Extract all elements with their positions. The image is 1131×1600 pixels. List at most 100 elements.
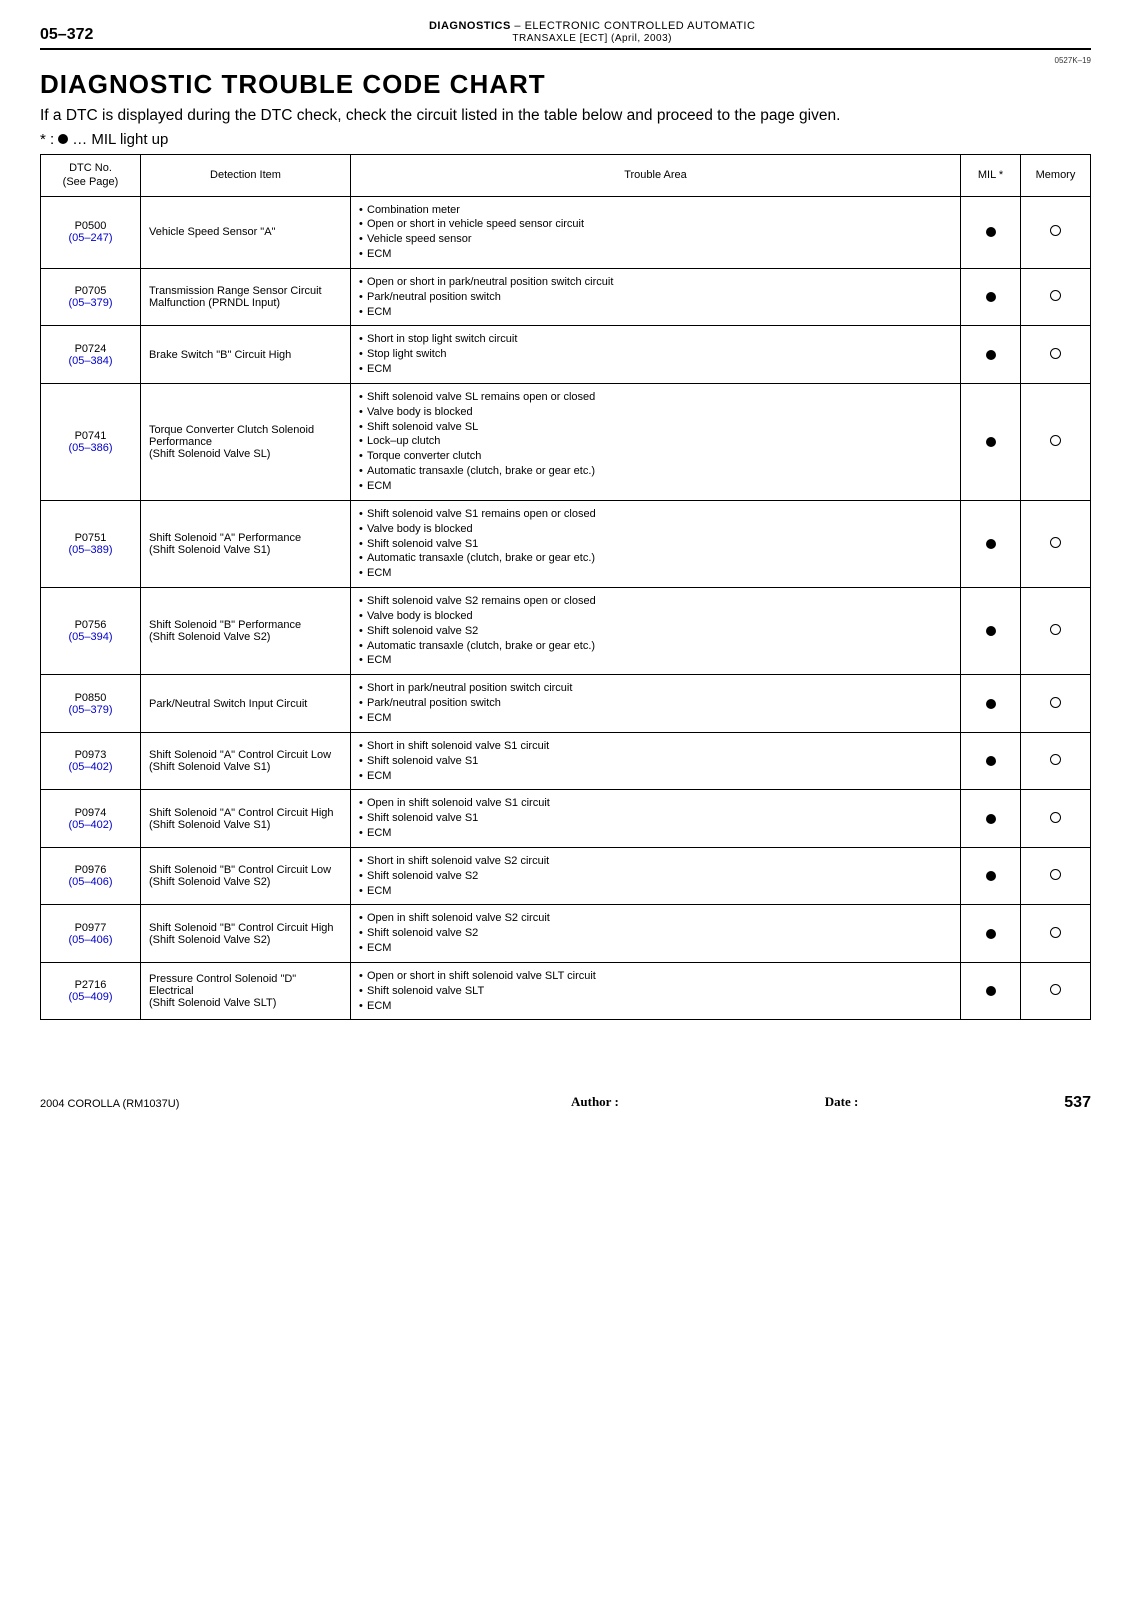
dtc-cell: P0724(05–384) xyxy=(41,326,141,384)
col-dtc: DTC No. (See Page) xyxy=(41,154,141,196)
col-dtc-label: DTC No. (See Page) xyxy=(63,162,119,188)
mil-cell xyxy=(961,905,1021,963)
detection-cell: Vehicle Speed Sensor "A" xyxy=(141,196,351,268)
trouble-cell: Short in park/neutral position switch ci… xyxy=(351,675,961,733)
trouble-item: ECM xyxy=(359,479,952,494)
detection-cell: Shift Solenoid "A" Control Circuit High … xyxy=(141,790,351,848)
page: 05–372 DIAGNOSTICS – ELECTRONIC CONTROLL… xyxy=(0,0,1131,1140)
trouble-item: Park/neutral position switch xyxy=(359,290,952,305)
ring-icon xyxy=(1050,984,1061,995)
ring-icon xyxy=(1050,225,1061,236)
dtc-cell: P0751(05–389) xyxy=(41,500,141,587)
dtc-page-link[interactable]: (05–402) xyxy=(49,761,132,773)
table-row: P0977(05–406)Shift Solenoid "B" Control … xyxy=(41,905,1091,963)
filled-dot-icon xyxy=(986,227,996,237)
dtc-page-link[interactable]: (05–384) xyxy=(49,355,132,367)
detection-cell: Shift Solenoid "A" Performance (Shift So… xyxy=(141,500,351,587)
trouble-item: Park/neutral position switch xyxy=(359,696,952,711)
detection-cell: Brake Switch "B" Circuit High xyxy=(141,326,351,384)
dtc-cell: P0976(05–406) xyxy=(41,847,141,905)
mil-cell xyxy=(961,588,1021,675)
ring-icon xyxy=(1050,754,1061,765)
col-trouble: Trouble Area xyxy=(351,154,961,196)
legend-prefix: * : xyxy=(40,131,54,148)
trouble-item: Shift solenoid valve S2 xyxy=(359,869,952,884)
table-row: P0751(05–389)Shift Solenoid "A" Performa… xyxy=(41,500,1091,587)
header-subject-2: TRANSAXLE [ECT] (April, 2003) xyxy=(512,33,672,44)
intro-text: If a DTC is displayed during the DTC che… xyxy=(40,106,1091,127)
memory-cell xyxy=(1021,268,1091,326)
page-number: 537 xyxy=(1064,1094,1091,1112)
ring-icon xyxy=(1050,537,1061,548)
dtc-page-link[interactable]: (05–394) xyxy=(49,631,132,643)
trouble-item: Torque converter clutch xyxy=(359,449,952,464)
trouble-item: Shift solenoid valve SL xyxy=(359,420,952,435)
trouble-item: Automatic transaxle (clutch, brake or ge… xyxy=(359,464,952,479)
dtc-page-link[interactable]: (05–389) xyxy=(49,544,132,556)
dtc-code: P0756 xyxy=(49,619,132,631)
filled-dot-icon xyxy=(986,292,996,302)
mil-cell xyxy=(961,675,1021,733)
detection-cell: Torque Converter Clutch Solenoid Perform… xyxy=(141,383,351,500)
detection-cell: Shift Solenoid "A" Control Circuit Low (… xyxy=(141,732,351,790)
filled-dot-icon xyxy=(986,814,996,824)
trouble-item: Shift solenoid valve S1 remains open or … xyxy=(359,507,952,522)
detection-cell: Park/Neutral Switch Input Circuit xyxy=(141,675,351,733)
dtc-cell: P0705(05–379) xyxy=(41,268,141,326)
date-label: Date : xyxy=(825,1094,859,1112)
dtc-page-link[interactable]: (05–409) xyxy=(49,991,132,1003)
filled-dot-icon xyxy=(986,699,996,709)
dtc-code: P0977 xyxy=(49,922,132,934)
header-dash: – xyxy=(514,20,521,32)
table-row: P0741(05–386)Torque Converter Clutch Sol… xyxy=(41,383,1091,500)
trouble-item: Open in shift solenoid valve S1 circuit xyxy=(359,796,952,811)
trouble-item: Short in stop light switch circuit xyxy=(359,332,952,347)
dtc-code: P0751 xyxy=(49,532,132,544)
legend: * : … MIL light up xyxy=(40,131,1091,148)
filled-dot-icon xyxy=(986,929,996,939)
dtc-cell: P0977(05–406) xyxy=(41,905,141,963)
footer-model: 2004 COROLLA (RM1037U) xyxy=(40,1098,179,1110)
memory-cell xyxy=(1021,962,1091,1020)
trouble-item: Shift solenoid valve S2 xyxy=(359,624,952,639)
col-mil: MIL * xyxy=(961,154,1021,196)
trouble-item: Automatic transaxle (clutch, brake or ge… xyxy=(359,551,952,566)
mil-cell xyxy=(961,196,1021,268)
trouble-item: ECM xyxy=(359,999,952,1014)
dtc-page-link[interactable]: (05–379) xyxy=(49,704,132,716)
dtc-page-link[interactable]: (05–386) xyxy=(49,442,132,454)
ring-icon xyxy=(1050,348,1061,359)
trouble-item: Short in park/neutral position switch ci… xyxy=(359,681,952,696)
trouble-item: Shift solenoid valve S1 xyxy=(359,811,952,826)
trouble-cell: Short in shift solenoid valve S1 circuit… xyxy=(351,732,961,790)
header-center: DIAGNOSTICS – ELECTRONIC CONTROLLED AUTO… xyxy=(93,20,1091,44)
trouble-cell: Shift solenoid valve SL remains open or … xyxy=(351,383,961,500)
memory-cell xyxy=(1021,500,1091,587)
filled-dot-icon xyxy=(986,756,996,766)
trouble-item: Vehicle speed sensor xyxy=(359,232,952,247)
dtc-code: P0976 xyxy=(49,864,132,876)
mil-cell xyxy=(961,732,1021,790)
trouble-item: Open or short in park/neutral position s… xyxy=(359,275,952,290)
dtc-cell: P0974(05–402) xyxy=(41,790,141,848)
dtc-page-link[interactable]: (05–406) xyxy=(49,876,132,888)
dtc-code: P2716 xyxy=(49,979,132,991)
trouble-cell: Combination meterOpen or short in vehicl… xyxy=(351,196,961,268)
col-memory: Memory xyxy=(1021,154,1091,196)
mil-cell xyxy=(961,500,1021,587)
ring-icon xyxy=(1050,290,1061,301)
trouble-item: Valve body is blocked xyxy=(359,609,952,624)
ring-icon xyxy=(1050,812,1061,823)
dtc-page-link[interactable]: (05–247) xyxy=(49,232,132,244)
filled-dot-icon xyxy=(986,626,996,636)
author-label: Author : xyxy=(571,1094,619,1112)
dtc-page-link[interactable]: (05–406) xyxy=(49,934,132,946)
mil-cell xyxy=(961,847,1021,905)
trouble-item: Shift solenoid valve S1 xyxy=(359,754,952,769)
filled-dot-icon xyxy=(986,437,996,447)
table-row: P0724(05–384)Brake Switch "B" Circuit Hi… xyxy=(41,326,1091,384)
dtc-page-link[interactable]: (05–379) xyxy=(49,297,132,309)
dtc-page-link[interactable]: (05–402) xyxy=(49,819,132,831)
filled-dot-icon xyxy=(986,350,996,360)
trouble-item: Stop light switch xyxy=(359,347,952,362)
